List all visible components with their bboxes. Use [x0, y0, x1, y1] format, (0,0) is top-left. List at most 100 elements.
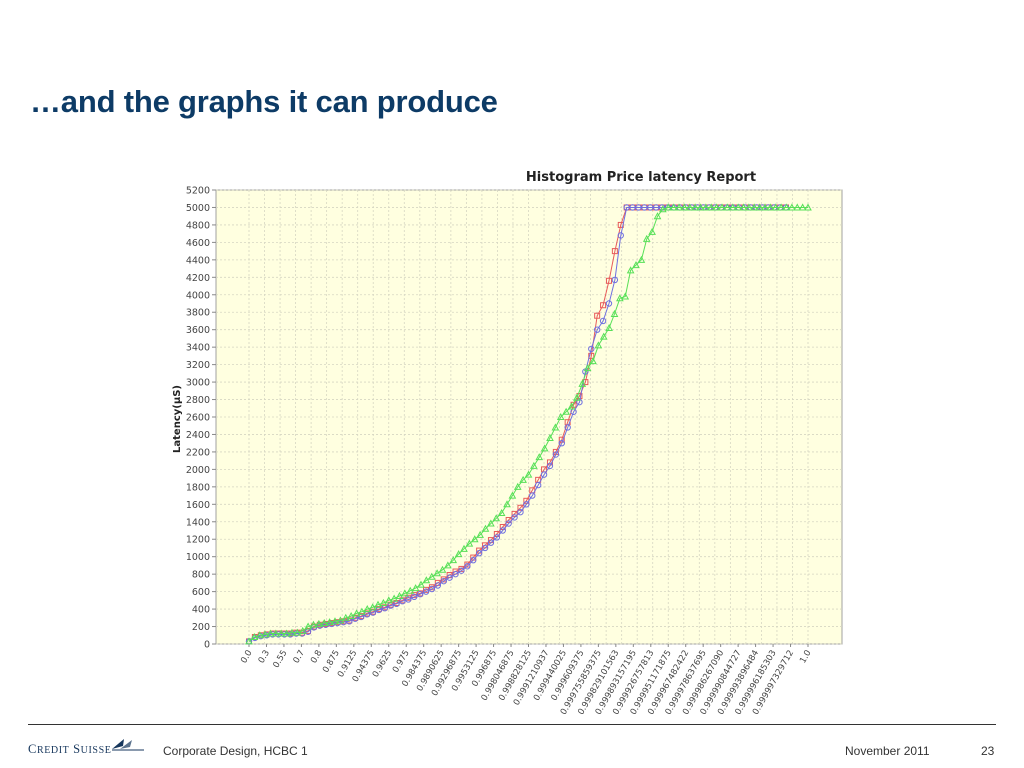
y-tick-label: 4200 — [186, 273, 210, 284]
data-point-square — [511, 510, 518, 517]
data-point-triangle — [401, 589, 409, 597]
data-point-triangle — [336, 616, 345, 624]
data-point-triangle — [680, 203, 689, 211]
data-point-triangle — [621, 292, 630, 300]
data-point-triangle — [325, 618, 334, 626]
y-tick-label: 800 — [192, 570, 210, 581]
data-point-circle — [464, 563, 471, 570]
data-point-triangle — [255, 631, 264, 639]
data-point-triangle — [492, 514, 501, 522]
data-point-triangle — [648, 227, 656, 235]
data-point-circle — [588, 345, 595, 353]
x-tick-label: 1.0 — [798, 649, 813, 666]
data-point-triangle — [266, 629, 275, 637]
data-point-triangle — [734, 203, 742, 211]
data-point-triangle — [696, 203, 705, 211]
data-point-circle — [475, 550, 483, 557]
y-tick-label: 3200 — [186, 360, 210, 371]
data-point-triangle — [589, 357, 597, 365]
y-tick-label: 3000 — [186, 378, 210, 389]
data-point-circle — [558, 439, 565, 447]
y-tick-label: 1600 — [186, 500, 210, 511]
data-point-triangle — [465, 539, 474, 547]
y-tick-label: 1400 — [186, 517, 210, 528]
data-point-circle — [617, 232, 624, 239]
data-point-triangle — [250, 632, 259, 641]
data-point-circle — [487, 539, 495, 546]
data-point-triangle — [363, 605, 372, 613]
data-point-triangle — [782, 203, 791, 211]
data-point-triangle — [551, 423, 560, 431]
data-point-circle — [534, 481, 542, 489]
data-point-circle — [629, 204, 636, 211]
data-point-circle — [599, 317, 607, 325]
data-point-circle — [281, 631, 288, 638]
data-point-triangle — [546, 433, 554, 441]
data-point-circle — [481, 544, 489, 552]
data-point-triangle — [723, 203, 732, 211]
data-point-circle — [505, 520, 512, 527]
data-point-circle — [523, 501, 530, 508]
data-point-circle — [652, 204, 660, 211]
data-point-triangle — [261, 630, 269, 638]
data-point-triangle — [368, 603, 377, 611]
data-point-triangle — [524, 470, 533, 478]
data-point-triangle — [642, 234, 651, 242]
data-point-triangle — [777, 203, 785, 211]
y-tick-label: 1000 — [186, 552, 210, 563]
y-tick-label: 3800 — [186, 308, 210, 319]
data-point-triangle — [562, 407, 570, 415]
x-tick-label: 0.0 — [239, 649, 254, 666]
data-point-triangle — [728, 203, 737, 211]
data-point-circle — [493, 534, 501, 541]
y-tick-label: 2200 — [186, 447, 210, 458]
y-axis-label: Latency(µS) — [172, 385, 183, 453]
y-tick-label: 3600 — [186, 325, 210, 336]
chart-title: Histogram Price latency Report — [526, 170, 756, 185]
data-point-triangle — [395, 591, 404, 599]
data-point-circle — [263, 632, 270, 639]
data-point-triangle — [632, 261, 640, 269]
data-point-triangle — [341, 613, 350, 621]
data-point-circle — [275, 631, 282, 638]
data-point-circle — [416, 591, 424, 598]
data-point-triangle — [626, 266, 635, 274]
data-point-square — [594, 312, 601, 319]
data-point-triangle — [535, 453, 544, 461]
data-point-triangle — [460, 544, 468, 552]
logo-wordmark: CREDIT SUISSE — [28, 742, 112, 756]
y-tick-label: 4800 — [186, 220, 210, 231]
data-point-triangle — [384, 596, 393, 604]
data-point-triangle — [755, 203, 764, 211]
data-point-triangle — [331, 617, 339, 625]
data-point-circle — [635, 204, 642, 211]
data-point-triangle — [433, 569, 441, 577]
data-point-triangle — [653, 212, 662, 220]
data-point-triangle — [282, 629, 291, 637]
data-point-triangle — [616, 294, 624, 302]
data-point-triangle — [712, 203, 721, 211]
y-tick-label: 3400 — [186, 343, 210, 354]
data-point-triangle — [637, 255, 646, 263]
y-tick-label: 5000 — [186, 203, 210, 214]
slide-title: …and the graphs it can produce — [30, 84, 498, 119]
data-point-circle — [446, 574, 453, 581]
data-point-triangle — [659, 205, 667, 213]
data-point-square — [600, 302, 607, 309]
data-point-triangle — [309, 620, 318, 628]
data-point-triangle — [411, 584, 420, 592]
data-point-triangle — [745, 203, 753, 211]
data-point-triangle — [497, 508, 506, 517]
data-point-circle — [458, 567, 465, 574]
data-point-triangle — [417, 580, 425, 588]
y-tick-label: 600 — [192, 587, 210, 598]
y-tick-label: 2000 — [186, 465, 210, 476]
data-point-circle — [623, 204, 630, 211]
data-point-triangle — [739, 203, 748, 211]
data-point-circle — [641, 204, 648, 211]
data-point-triangle — [320, 619, 329, 627]
data-point-triangle — [288, 628, 296, 636]
sails-icon — [112, 739, 144, 751]
data-point-triangle — [481, 524, 490, 532]
data-point-triangle — [352, 609, 361, 617]
